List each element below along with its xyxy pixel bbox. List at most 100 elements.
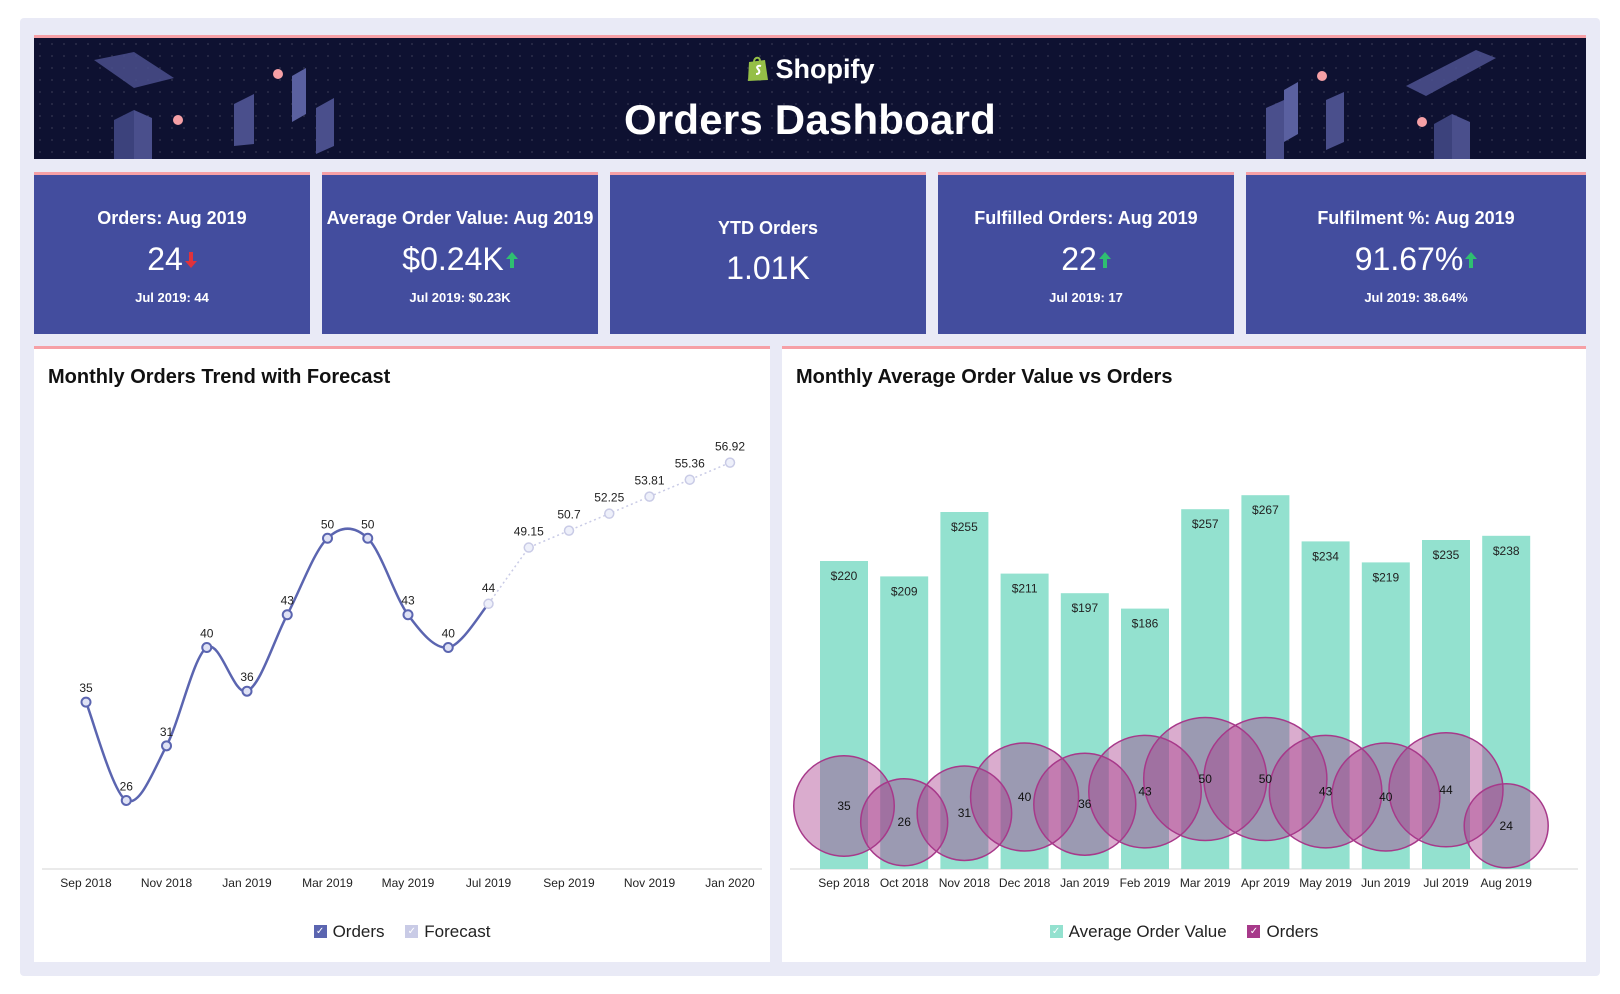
aov-bar-label: $219 xyxy=(1372,570,1399,584)
forecast-data-label: 49.15 xyxy=(514,525,544,539)
legend-item-orders[interactable]: ✓ Orders xyxy=(313,922,385,942)
kpi-title: Orders: Aug 2019 xyxy=(97,208,247,228)
x-tick-label: Jan 2020 xyxy=(705,876,755,890)
orders-point xyxy=(80,696,92,708)
x-tick-label: Mar 2019 xyxy=(1180,876,1231,890)
orders-bubble-label: 31 xyxy=(958,806,972,820)
aov-bar xyxy=(1422,540,1470,869)
kpi-card-ytd-orders[interactable]: YTD Orders 1.01K xyxy=(610,172,926,334)
x-tick-label: Feb 2019 xyxy=(1120,876,1171,890)
orders-data-label: 36 xyxy=(240,670,254,684)
dashboard-title: Orders Dashboard xyxy=(624,96,996,143)
x-tick-label: Sep 2018 xyxy=(60,876,112,890)
aov-bar xyxy=(880,576,929,869)
legend-item-average-order-value[interactable]: ✓ Average Order Value xyxy=(1049,922,1227,942)
x-tick-label: Sep 2019 xyxy=(543,876,595,890)
orders-data-label: 35 xyxy=(79,681,93,695)
x-tick-label: Nov 2018 xyxy=(939,876,991,890)
orders-data-label: 43 xyxy=(281,594,295,608)
kpi-comparison: Jul 2019: 44 xyxy=(135,290,209,305)
orders-bubble xyxy=(1142,716,1268,842)
orders-point xyxy=(402,609,414,621)
aov-bar xyxy=(1241,495,1290,869)
forecast-point xyxy=(684,474,695,485)
banner-decoration-left xyxy=(94,52,334,159)
aov-bar xyxy=(1181,509,1230,869)
aov-bar-label: $238 xyxy=(1493,544,1520,558)
orders-data-label: 31 xyxy=(160,725,174,739)
kpi-title: Fulfilled Orders: Aug 2019 xyxy=(974,208,1198,228)
orders-bubble xyxy=(1203,716,1328,842)
orders-bubble xyxy=(1033,752,1137,856)
forecast-data-label: 52.25 xyxy=(594,491,624,505)
aov-bar xyxy=(940,512,989,869)
kpi-comparison: Jul 2019: 38.64% xyxy=(1364,290,1468,305)
orders-point xyxy=(362,532,374,544)
orders-bubble xyxy=(793,755,895,857)
x-tick-label: Nov 2019 xyxy=(624,876,676,890)
aov-bar-label: $267 xyxy=(1252,503,1279,517)
aov-vs-orders-panel: Monthly Average Order Value vs Orders $2… xyxy=(782,346,1586,962)
orders-bubble xyxy=(1463,783,1549,869)
header-banner: Shopify Orders Dashboard xyxy=(34,35,1586,159)
trend-down-icon xyxy=(184,252,197,268)
forecast-data-label: 53.81 xyxy=(634,474,664,488)
aov-bar xyxy=(1482,535,1531,869)
orders-bubble xyxy=(1388,732,1504,848)
aov-bar-label: $186 xyxy=(1132,617,1159,631)
kpi-card-orders[interactable]: Orders: Aug 2019 24 Jul 2019: 44 xyxy=(34,172,310,334)
orders-data-label: 26 xyxy=(120,779,134,793)
aov-bar-label: $257 xyxy=(1192,517,1219,531)
aov-bar-label: $220 xyxy=(831,569,858,583)
orders-point xyxy=(120,794,132,806)
orders-data-label: 40 xyxy=(200,627,214,641)
aov-bar xyxy=(820,561,868,869)
aov-vs-orders-chart: $220 $209 $255 $211 $197 $186 $257 $267 $234 $219… xyxy=(790,495,1578,890)
checkbox-icon: ✓ xyxy=(1049,925,1063,938)
orders-point xyxy=(161,740,172,752)
aov-bar-label: $235 xyxy=(1433,548,1460,562)
orders-bubble xyxy=(969,742,1080,852)
orders-bubbles xyxy=(793,716,1549,869)
kpi-title: Fulfilment %: Aug 2019 xyxy=(1317,208,1515,228)
brand-logo: Shopify xyxy=(34,54,1586,85)
x-tick-label: Nov 2018 xyxy=(141,876,193,890)
orders-point xyxy=(201,642,213,653)
aov-bar-label: $255 xyxy=(951,520,978,534)
forecast-data-label: 55.36 xyxy=(675,457,705,471)
legend-item-forecast[interactable]: ✓ Forecast xyxy=(405,922,490,942)
trend-up-icon xyxy=(505,252,518,268)
kpi-title: Average Order Value: Aug 2019 xyxy=(326,208,594,228)
kpi-value: 1.01K xyxy=(726,250,810,286)
kpi-card-average-order-value[interactable]: Average Order Value: Aug 2019 $0.24K Jul… xyxy=(322,172,598,334)
legend-item-orders[interactable]: ✓ Orders xyxy=(1247,922,1318,942)
panel-title: Monthly Orders Trend with Forecast xyxy=(48,366,391,388)
panel-title: Monthly Average Order Value vs Orders xyxy=(796,366,1173,388)
orders-series-line xyxy=(84,527,490,803)
orders-bubble-label: 50 xyxy=(1259,772,1273,786)
x-tick-label: Apr 2019 xyxy=(1241,876,1290,890)
forecast-point xyxy=(724,457,736,468)
x-tick-label: Jul 2019 xyxy=(1423,876,1469,890)
kpi-value-row: $0.24K xyxy=(322,241,598,278)
kpi-card-fulfilment-percent[interactable]: Fulfilment %: Aug 2019 91.67% Jul 2019: … xyxy=(1246,172,1586,334)
x-tick-label: May 2019 xyxy=(1299,876,1352,890)
checkbox-icon: ✓ xyxy=(405,925,419,938)
kpi-value-row: 91.67% xyxy=(1246,241,1586,278)
kpi-card-fulfilled-orders[interactable]: Fulfilled Orders: Aug 2019 22 Jul 2019: … xyxy=(938,172,1234,334)
kpi-comparison: Jul 2019: $0.23K xyxy=(409,290,511,305)
x-tick-label: Jun 2019 xyxy=(1361,876,1411,890)
forecast-point xyxy=(523,542,534,553)
orders-bubble xyxy=(859,777,949,867)
orders-point xyxy=(281,609,293,621)
orders-data-label: 43 xyxy=(401,594,415,608)
kpi-value: $0.24K xyxy=(402,241,504,277)
x-tick-label: Aug 2019 xyxy=(1481,876,1533,890)
orders-point xyxy=(322,532,333,544)
orders-bubble-label: 50 xyxy=(1199,772,1213,786)
shopify-bag-icon xyxy=(747,56,768,81)
aov-bar xyxy=(1361,562,1410,869)
orders-bubble-label: 43 xyxy=(1138,785,1152,799)
orders-data-label: 50 xyxy=(321,517,335,531)
forecast-point xyxy=(563,525,575,536)
